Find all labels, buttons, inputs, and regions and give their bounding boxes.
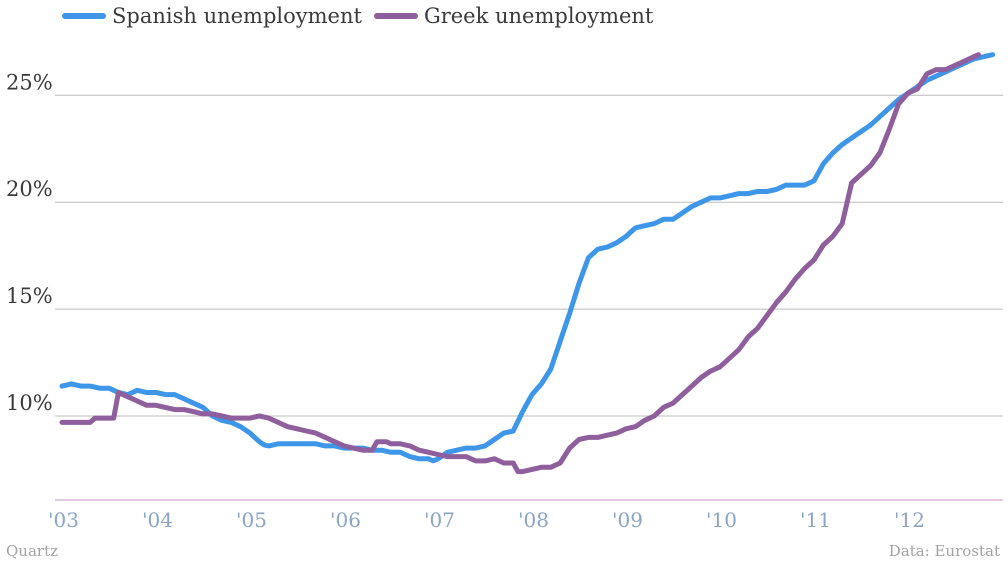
credit-data-source: Data: Eurostat <box>888 542 1000 560</box>
gridlines <box>55 94 1003 501</box>
legend-item-spain: Spanish unemployment <box>62 4 362 28</box>
series-lines <box>59 52 996 475</box>
x-tick-label: '05 <box>236 508 267 532</box>
x-tick-label: '04 <box>142 508 173 532</box>
y-axis-ticks: 10% 15% 20% 25% <box>6 70 53 415</box>
series-line-spain <box>59 52 996 464</box>
series-line-greece <box>59 52 981 475</box>
y-tick-label: 25% <box>6 70 53 94</box>
x-tick-label: '08 <box>518 508 549 532</box>
legend-item-greece: Greek unemployment <box>373 4 654 28</box>
x-tick-label: '07 <box>424 508 455 532</box>
x-tick-label: '12 <box>894 508 925 532</box>
legend-label-spain: Spanish unemployment <box>112 4 362 28</box>
x-tick-label: '06 <box>330 508 361 532</box>
x-tick-label: '11 <box>800 508 831 532</box>
y-tick-label: 10% <box>6 391 53 415</box>
x-axis-ticks: '03 '04 '05 '06 '07 '08 '09 '10 '11 '12 <box>48 508 925 532</box>
y-tick-label: 20% <box>6 177 53 201</box>
x-tick-label: '09 <box>612 508 643 532</box>
legend: Spanish unemployment Greek unemployment <box>62 4 653 28</box>
legend-swatch-greece <box>373 13 418 19</box>
x-tick-label: '03 <box>48 508 79 532</box>
x-tick-label: '10 <box>706 508 737 532</box>
credit-publisher: Quartz <box>6 542 59 560</box>
legend-label-greece: Greek unemployment <box>423 4 654 28</box>
y-tick-label: 15% <box>6 284 53 308</box>
legend-swatch-spain <box>62 13 106 19</box>
